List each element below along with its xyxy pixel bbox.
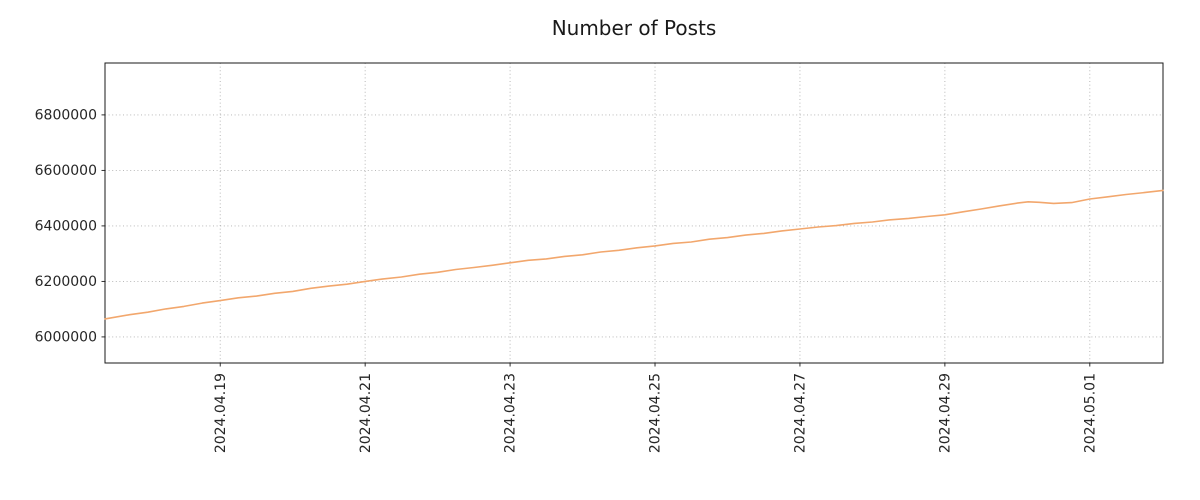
data-line-number-of-posts	[104, 189, 1164, 320]
x-tick-label: 2024.04.25	[648, 373, 664, 453]
x-tick-label: 2024.04.23	[503, 373, 519, 453]
y-tick-label: 6200000	[35, 274, 97, 290]
x-tick-label: 2024.04.27	[793, 373, 809, 453]
plot-frame	[104, 62, 1164, 364]
y-axis-labels: 6000000 6200000 6400000 6600000 6800000	[35, 108, 97, 346]
x-tick-label: 2024.04.29	[937, 373, 953, 453]
y-tick-label: 6800000	[35, 108, 97, 124]
y-axis-ticks	[101, 114, 105, 338]
y-tick-label: 6400000	[35, 219, 97, 235]
x-axis-ticks	[219, 363, 1091, 367]
x-tick-label: 2024.04.21	[358, 373, 374, 453]
x-tick-label: 2024.04.19	[213, 373, 229, 453]
gridlines	[105, 63, 1163, 363]
chart-title: Number of Posts	[551, 16, 717, 40]
x-axis-labels: 2024.04.19 2024.04.21 2024.04.23 2024.04.25…	[213, 373, 1099, 453]
x-tick-label: 2024.05.01	[1082, 373, 1098, 453]
y-tick-label: 6000000	[35, 330, 97, 346]
y-tick-label: 6600000	[35, 163, 97, 179]
